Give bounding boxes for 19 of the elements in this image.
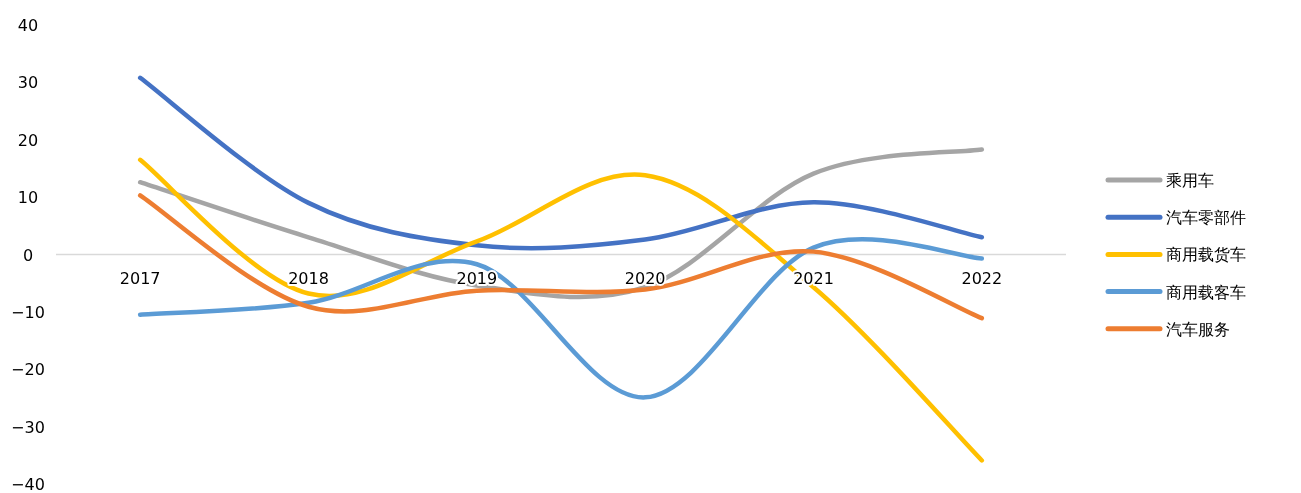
x-tick-label: 2022 (961, 268, 1003, 288)
legend-label: 汽车零部件 (1166, 208, 1246, 228)
x-tick-label: 2018 (288, 268, 329, 288)
y-tick-label: 20 (17, 130, 39, 150)
legend-label: 汽车服务 (1166, 319, 1230, 339)
legend-label: 商用载客车 (1166, 282, 1246, 302)
y-tick-label: 30 (17, 73, 39, 93)
legend-label: 商用载货车 (1166, 245, 1246, 265)
y-tick-label: −20 (11, 360, 45, 380)
legend-label: 乘用车 (1166, 171, 1214, 190)
y-tick-label: 40 (17, 16, 39, 35)
x-tick-label: 2020 (624, 268, 666, 288)
y-tick-label: −10 (11, 302, 45, 322)
y-tick-label: 0 (22, 245, 34, 265)
y-tick-label: −30 (11, 417, 45, 437)
y-tick-label: 10 (17, 188, 39, 208)
x-tick-label: 2019 (456, 268, 498, 288)
y-tick-label: −40 (11, 475, 45, 493)
x-tick-label: 2017 (119, 268, 161, 288)
